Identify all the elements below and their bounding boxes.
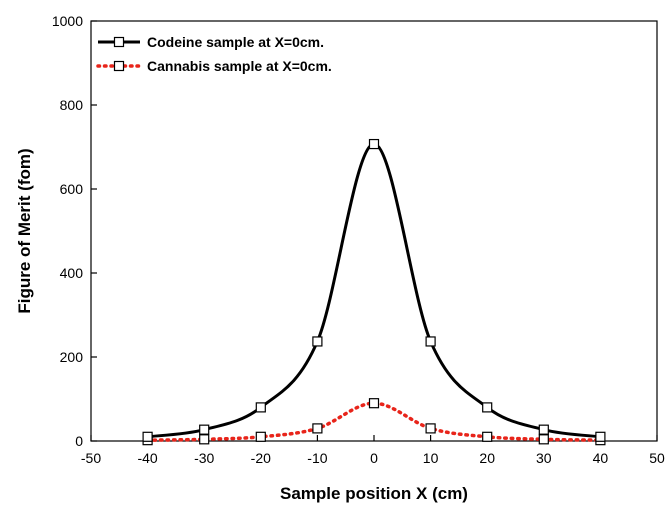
data-point-marker — [425, 336, 436, 347]
series-codeine — [142, 138, 606, 442]
x-tick-label: -20 — [251, 450, 271, 466]
x-tick-label: 10 — [423, 450, 439, 466]
y-tick-label: 200 — [60, 349, 84, 365]
data-point-marker — [368, 398, 380, 409]
data-point-marker — [199, 434, 210, 445]
y-tick-label: 800 — [60, 97, 84, 113]
data-point-marker — [255, 402, 266, 413]
data-point-marker — [595, 431, 606, 442]
data-point-marker — [312, 336, 323, 347]
x-tick-label: 30 — [536, 450, 552, 466]
data-point-marker — [255, 431, 266, 442]
y-tick-label: 0 — [75, 433, 83, 449]
data-point-marker — [482, 402, 493, 413]
legend-label: Codeine sample at X=0cm. — [147, 34, 324, 50]
legend-label: Cannabis sample at X=0cm. — [147, 58, 332, 74]
data-point-marker — [142, 431, 153, 442]
data-point-marker — [538, 424, 549, 435]
x-tick-label: 50 — [649, 450, 665, 466]
y-tick-label: 600 — [60, 181, 84, 197]
x-axis: -50 -40 -30 -20 -10 0 10 20 30 40 50 — [81, 435, 665, 466]
x-axis-title: Sample position X (cm) — [280, 484, 468, 503]
legend: Codeine sample at X=0cm. Cannabis sample … — [96, 34, 332, 74]
data-point-marker — [538, 434, 549, 445]
x-tick-label: 0 — [370, 450, 378, 466]
y-axis-title: Figure of Merit (fom) — [15, 148, 34, 313]
x-tick-label: -40 — [137, 450, 157, 466]
data-point-marker — [199, 424, 210, 435]
x-tick-label: 40 — [593, 450, 609, 466]
data-point-marker — [368, 138, 380, 150]
legend-marker — [113, 60, 125, 72]
data-point-marker — [482, 431, 493, 442]
y-axis: 0 200 400 600 800 1000 — [52, 13, 97, 449]
series-layer — [142, 138, 606, 446]
y-tick-label: 1000 — [52, 13, 83, 29]
x-tick-label: -50 — [81, 450, 101, 466]
x-tick-label: 20 — [479, 450, 495, 466]
data-point-marker — [425, 423, 436, 434]
data-point-marker — [312, 423, 323, 434]
y-tick-label: 400 — [60, 265, 84, 281]
legend-marker — [113, 36, 125, 48]
x-tick-label: -30 — [194, 450, 214, 466]
x-tick-label: -10 — [307, 450, 327, 466]
